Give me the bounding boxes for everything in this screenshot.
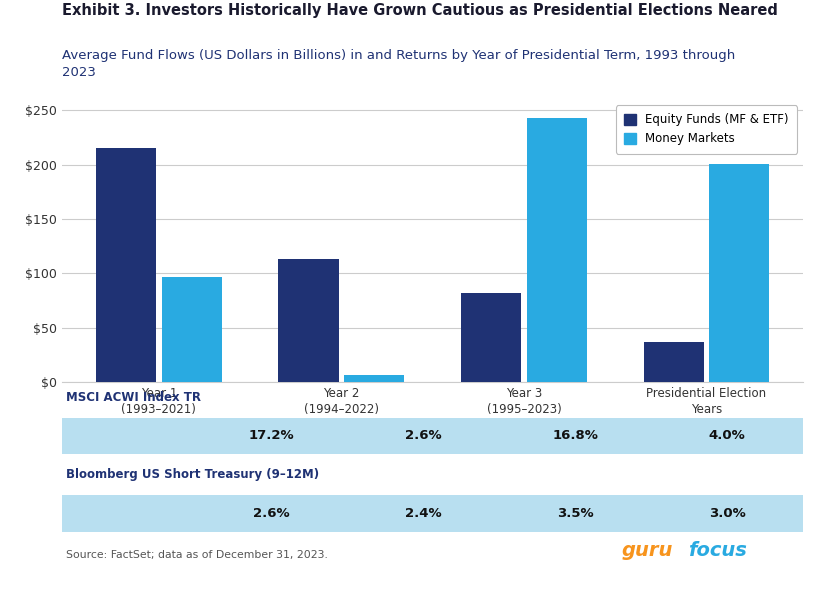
Text: Exhibit 3. Investors Historically Have Grown Cautious as Presidential Elections : Exhibit 3. Investors Historically Have G… bbox=[62, 3, 777, 18]
Text: 2.6%: 2.6% bbox=[404, 429, 441, 442]
Text: Source: FactSet; data as of December 31, 2023.: Source: FactSet; data as of December 31,… bbox=[65, 550, 327, 560]
FancyBboxPatch shape bbox=[62, 418, 802, 454]
Text: guru: guru bbox=[621, 541, 672, 560]
Legend: Equity Funds (MF & ETF), Money Markets: Equity Funds (MF & ETF), Money Markets bbox=[615, 105, 796, 154]
Text: 16.8%: 16.8% bbox=[552, 429, 597, 442]
Text: 4.0%: 4.0% bbox=[708, 429, 744, 442]
Bar bbox=[96, 148, 155, 382]
Text: 3.0%: 3.0% bbox=[708, 507, 744, 520]
Bar bbox=[161, 277, 222, 382]
Bar bbox=[526, 118, 586, 382]
Text: Bloomberg US Short Treasury (9–12M): Bloomberg US Short Treasury (9–12M) bbox=[65, 468, 318, 482]
Text: 17.2%: 17.2% bbox=[248, 429, 294, 442]
Bar bbox=[709, 164, 768, 382]
Text: 2.6%: 2.6% bbox=[253, 507, 289, 520]
Bar bbox=[278, 259, 338, 382]
Text: 3.5%: 3.5% bbox=[557, 507, 593, 520]
Text: MSCI ACWI Index TR: MSCI ACWI Index TR bbox=[65, 391, 201, 404]
Bar bbox=[344, 374, 404, 382]
Bar bbox=[643, 342, 703, 382]
Bar bbox=[461, 293, 520, 382]
FancyBboxPatch shape bbox=[62, 495, 802, 532]
Text: Average Fund Flows (US Dollars in Billions) in and Returns by Year of Presidenti: Average Fund Flows (US Dollars in Billio… bbox=[62, 49, 734, 79]
Text: focus: focus bbox=[687, 541, 746, 560]
Text: 2.4%: 2.4% bbox=[404, 507, 441, 520]
